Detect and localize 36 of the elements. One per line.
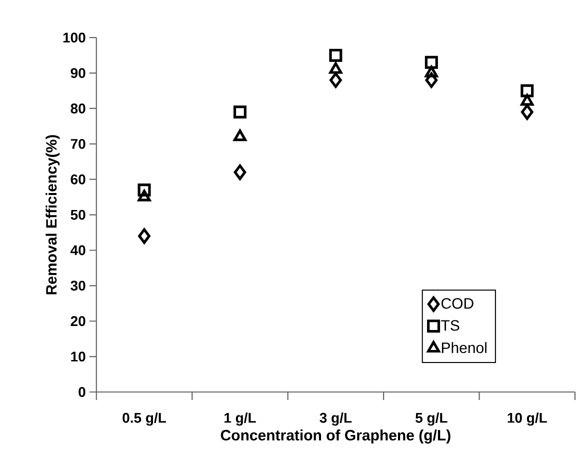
point	[329, 62, 342, 74]
point	[520, 94, 534, 106]
point	[424, 66, 438, 78]
x-tick-label: 5 g/L	[416, 412, 448, 426]
point	[138, 190, 151, 202]
point	[233, 106, 246, 119]
y-tick-label: 20	[70, 316, 86, 326]
y-tick-label: 40	[70, 245, 86, 256]
y-tick-label: 30	[70, 280, 86, 291]
y-tick-label: 0	[78, 387, 86, 397]
point	[233, 130, 246, 142]
point	[520, 84, 534, 98]
y-tick-label: 70	[70, 138, 86, 149]
point	[234, 164, 246, 180]
y-tick-label: 10	[71, 352, 86, 362]
x-tick-label: 1 g/L	[224, 412, 256, 426]
x-tick-label: 0.5 g/L	[122, 412, 166, 426]
point	[329, 48, 342, 62]
point	[138, 183, 151, 196]
y-tick-label: 90	[70, 68, 86, 78]
y-tick-label: 60	[70, 174, 86, 184]
legend-label: Phenol	[442, 342, 486, 354]
x-tick-label: 3 g/L	[320, 412, 352, 426]
legend-label: TS	[441, 320, 460, 331]
x-tick-label: 10 g/L	[508, 412, 547, 426]
point	[425, 72, 438, 88]
point	[424, 56, 438, 69]
point	[330, 72, 342, 88]
y-axis-title: Removal Efficiency(%)	[46, 135, 60, 294]
y-tick-label: 80	[70, 104, 86, 114]
legend-label: COD	[442, 298, 474, 309]
y-tick-label: 100	[63, 32, 86, 43]
point	[520, 104, 534, 120]
point	[138, 228, 150, 244]
x-axis-title: Concentration of Graphene (g/L)	[220, 430, 450, 444]
y-tick-label: 50	[70, 210, 86, 220]
